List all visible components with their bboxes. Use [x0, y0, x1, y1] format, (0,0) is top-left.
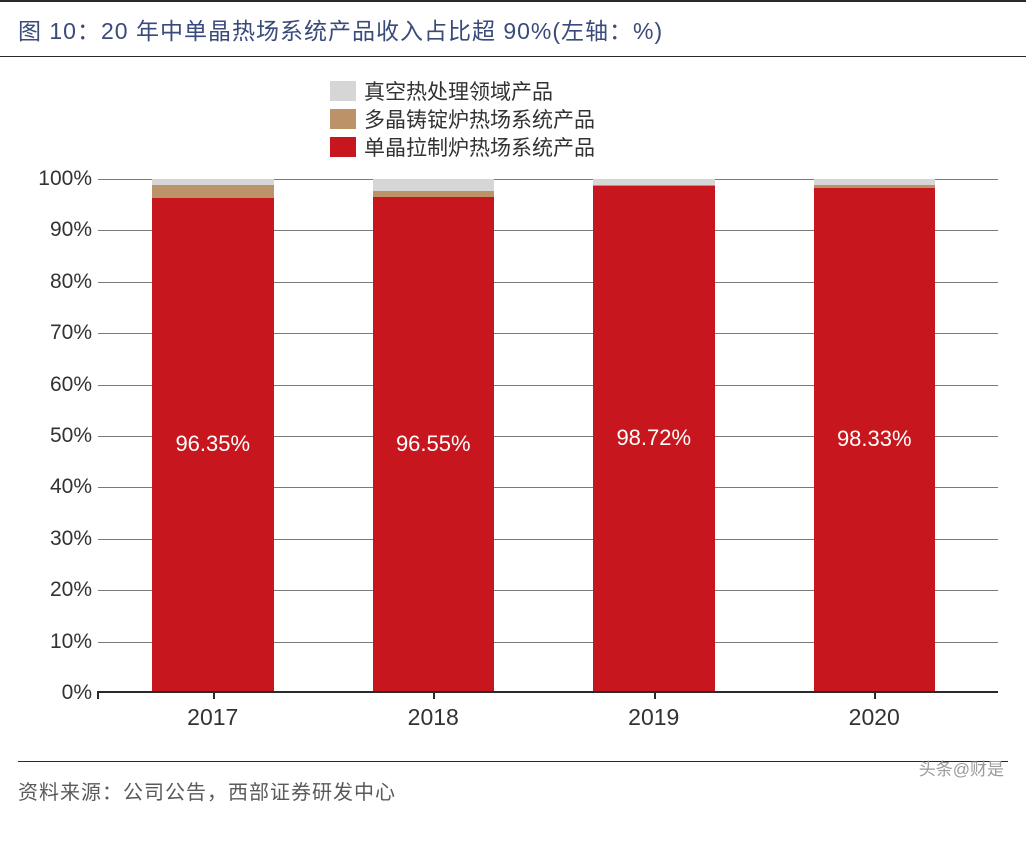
legend-item: 多晶铸锭炉热场系统产品: [330, 105, 1026, 133]
bar: 96.35%: [152, 179, 274, 691]
y-axis-label: 70%: [18, 321, 92, 345]
x-tick: [97, 691, 99, 699]
bar-segment-vacuum: [152, 179, 274, 185]
legend: 真空热处理领域产品多晶铸锭炉热场系统产品单晶拉制炉热场系统产品: [330, 77, 1026, 161]
bar-value-label: 96.35%: [152, 431, 274, 457]
x-tick: [213, 691, 215, 699]
x-axis-label: 2019: [628, 704, 679, 731]
chart-area: 96.35% 96.55% 98.72% 98.33% 0% 10% 20% 30% 40% 5…: [18, 173, 1008, 743]
bar-value-label: 96.55%: [373, 431, 495, 457]
y-axis-label: 90%: [18, 218, 92, 242]
x-tick: [654, 691, 656, 699]
y-axis-label: 30%: [18, 527, 92, 551]
bar-value-label: 98.72%: [593, 425, 715, 451]
y-axis-label: 60%: [18, 373, 92, 397]
bar-segment-multi: [152, 185, 274, 198]
legend-label: 真空热处理领域产品: [364, 76, 553, 106]
y-axis-label: 80%: [18, 270, 92, 294]
bar-segment-multi: [814, 185, 936, 187]
bar: 96.55%: [373, 179, 495, 691]
x-axis-label: 2020: [849, 704, 900, 731]
watermark: 头条@财是: [919, 755, 1004, 780]
legend-swatch: [330, 81, 356, 101]
x-tick: [433, 691, 435, 699]
y-axis-label: 10%: [18, 630, 92, 654]
y-axis-label: 20%: [18, 578, 92, 602]
bar-segment-vacuum: [814, 179, 936, 185]
y-axis-label: 50%: [18, 424, 92, 448]
y-axis-label: 40%: [18, 475, 92, 499]
legend-item: 真空热处理领域产品: [330, 77, 1026, 105]
x-axis-label: 2018: [408, 704, 459, 731]
legend-swatch: [330, 137, 356, 157]
legend-label: 多晶铸锭炉热场系统产品: [364, 104, 595, 134]
x-tick: [874, 691, 876, 699]
legend-swatch: [330, 109, 356, 129]
bar: 98.72%: [593, 179, 715, 691]
x-axis-label: 2017: [187, 704, 238, 731]
bar-segment-vacuum: [593, 179, 715, 185]
bar: 98.33%: [814, 179, 936, 691]
bar-segment-multi: [593, 185, 715, 186]
y-axis-label: 100%: [18, 167, 92, 191]
plot-area: 96.35% 96.55% 98.72% 98.33%: [98, 179, 998, 693]
source-text: 资料来源：公司公告，西部证券研发中心: [18, 761, 1008, 805]
chart-title: 图 10：20 年中单晶热场系统产品收入占比超 90%(左轴：%): [0, 0, 1026, 57]
legend-item: 单晶拉制炉热场系统产品: [330, 133, 1026, 161]
legend-label: 单晶拉制炉热场系统产品: [364, 132, 595, 162]
bar-segment-multi: [373, 191, 495, 197]
y-axis-label: 0%: [18, 681, 92, 705]
bar-segment-vacuum: [373, 179, 495, 191]
bar-value-label: 98.33%: [814, 426, 936, 452]
